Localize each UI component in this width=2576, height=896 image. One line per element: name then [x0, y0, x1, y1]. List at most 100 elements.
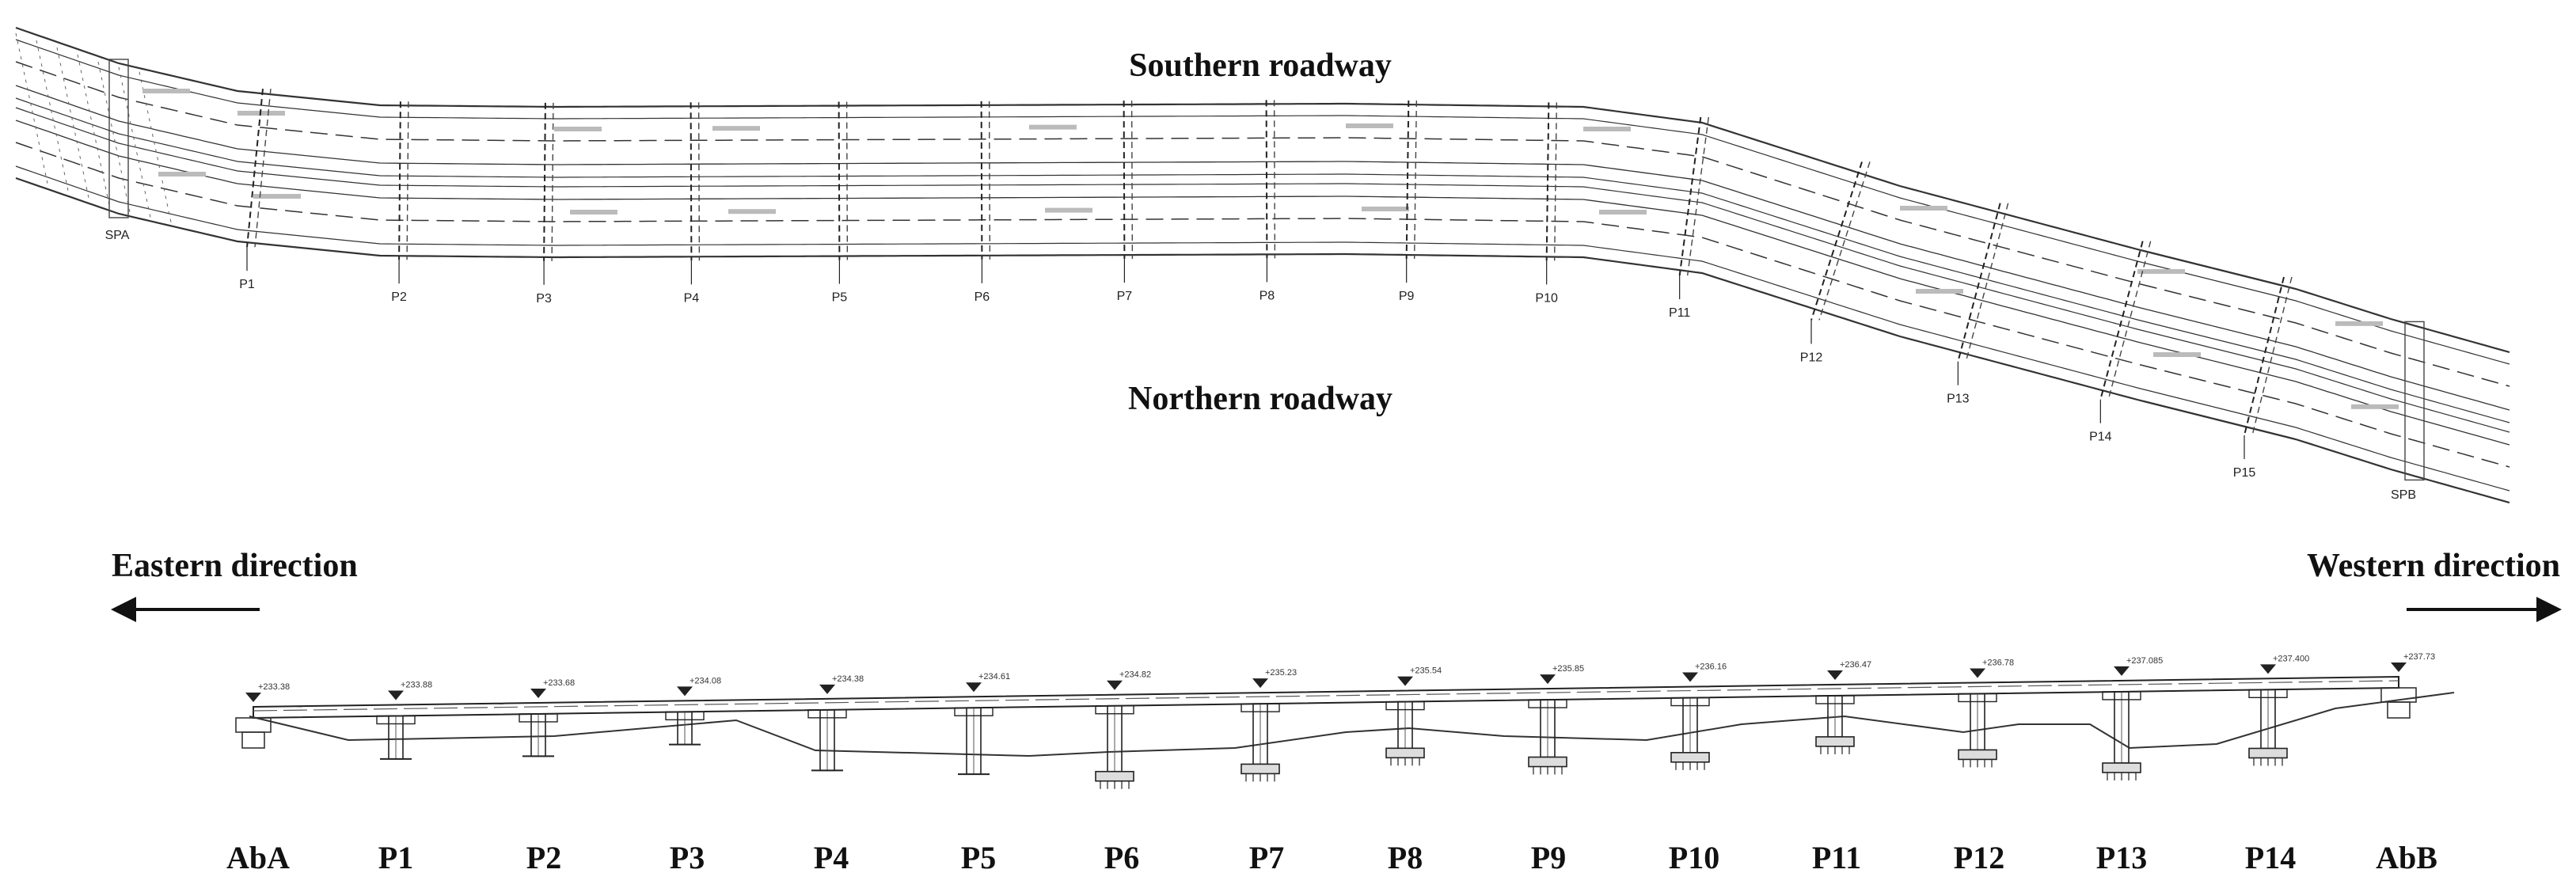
plan-line — [15, 97, 2510, 423]
plan-hatch — [77, 54, 110, 206]
pier-axis — [1405, 101, 1410, 260]
level-value: +234.61 — [978, 672, 1010, 681]
pier-axis — [1130, 101, 1134, 260]
pier-cap — [1958, 693, 1997, 703]
pier-axis — [1413, 101, 1418, 260]
level-marker-icon — [2391, 663, 2407, 672]
support-label: P9 — [1531, 840, 1566, 875]
abutment-spb — [2404, 321, 2425, 481]
pier-axis — [1553, 102, 1558, 261]
pier-axis — [398, 101, 401, 260]
deck-inner — [253, 680, 2399, 712]
pier-cap — [376, 715, 416, 725]
plan-pier-label: P10 — [1535, 291, 1558, 305]
plan-annotation — [712, 126, 760, 131]
support-labels: AbA P1 P2 P3 P4 P5 P6 P7 P8 P9 P10 P11 P12 P13 P14 AbB — [226, 840, 2437, 875]
plan-line — [15, 39, 2510, 365]
pier-axis — [2099, 241, 2144, 400]
level-marker-icon — [1682, 672, 1698, 682]
pier-axis — [2107, 241, 2152, 400]
plan-hatch — [118, 66, 151, 218]
plan-annotation — [570, 210, 617, 215]
support-label: P6 — [1104, 840, 1139, 875]
pile-cap — [1958, 749, 1997, 761]
support-label: P13 — [2096, 840, 2147, 875]
pier-axis — [838, 101, 841, 260]
plan-line — [15, 107, 2510, 433]
plan-hatch — [139, 71, 172, 222]
pier-cap — [665, 711, 705, 721]
plan-annotation — [142, 89, 190, 93]
level-marker-icon — [1252, 678, 1268, 689]
pier-axis — [1818, 161, 1871, 321]
level-marker-icon — [677, 686, 693, 697]
plan-line — [15, 85, 2510, 411]
pier-axis — [246, 89, 264, 248]
plan-hatch — [97, 61, 131, 213]
pile-cap — [1815, 736, 1855, 747]
plan-annotation — [253, 194, 301, 199]
support-label: P3 — [670, 840, 705, 875]
level-marker-icon — [1827, 670, 1843, 680]
plan-pier-label: P2 — [391, 290, 407, 304]
pier-axis — [697, 102, 701, 261]
support-label: P4 — [814, 840, 849, 875]
pile-cap — [1670, 752, 1710, 763]
level-marker-icon — [530, 688, 546, 698]
level-value: +233.38 — [258, 682, 290, 692]
level-marker-icon — [2260, 664, 2276, 674]
level-value: +236.78 — [1982, 658, 2014, 667]
pier-cap — [1241, 703, 1280, 712]
pile-cap — [2102, 762, 2141, 773]
pier-axis — [1686, 116, 1710, 276]
support-label: P14 — [2245, 840, 2296, 875]
plan-annotation — [158, 172, 206, 177]
level-value: +236.47 — [1840, 660, 1871, 670]
level-value: +237.73 — [2403, 652, 2435, 662]
plan-annotation — [237, 111, 285, 116]
plan-line — [15, 177, 2510, 504]
plan-pier-label: P4 — [684, 291, 700, 305]
plan-annotation — [1346, 123, 1393, 128]
support-label: P5 — [961, 840, 996, 875]
abutment-spa — [108, 59, 129, 218]
support-label: P2 — [526, 840, 561, 875]
plan-line — [15, 61, 2510, 387]
pier-cap — [1670, 697, 1710, 707]
pier-cap — [1528, 699, 1567, 708]
elevation-view: +233.38 +233.88 +233.68 +234.08 +234.38 +234.… — [235, 652, 2455, 789]
plan-hatch — [56, 47, 89, 199]
pile-cap — [1095, 770, 1134, 782]
plan-pier-label: P14 — [2089, 431, 2112, 444]
pier-cap — [1385, 700, 1425, 711]
plan-pier-label: P15 — [2233, 466, 2256, 480]
level-marker-icon — [966, 682, 982, 693]
pier-cap — [2102, 691, 2141, 700]
pier-cap — [519, 713, 558, 723]
level-marker-icon — [819, 684, 835, 694]
eastern-direction-label: Eastern direction — [112, 548, 358, 584]
pier-axis — [1545, 102, 1550, 261]
plan-annotation — [2335, 321, 2383, 326]
plan-pier-label: P9 — [1399, 290, 1415, 303]
plan-line — [15, 120, 2510, 446]
pier-axis — [543, 102, 546, 261]
plan-hatch — [36, 40, 69, 192]
level-value: +233.88 — [401, 680, 432, 689]
plan-pier-label: P8 — [1260, 289, 1275, 302]
plan-annotation — [2351, 404, 2399, 409]
plan-line — [15, 142, 2510, 468]
abutment-base — [241, 731, 265, 749]
ground-profile — [249, 692, 2455, 757]
support-label: AbB — [2376, 840, 2437, 875]
support-label: P1 — [378, 840, 413, 875]
plan-pier-label: P7 — [1117, 290, 1133, 303]
start-label: SPA — [105, 229, 130, 242]
plan-pier-label: P11 — [1669, 306, 1690, 320]
pier-axis — [690, 102, 693, 261]
level-value: +234.08 — [690, 676, 721, 685]
level-marker-icon — [1397, 676, 1413, 686]
southern-roadway-label: Southern roadway — [1129, 47, 1392, 84]
pile-cap — [1241, 763, 1280, 775]
